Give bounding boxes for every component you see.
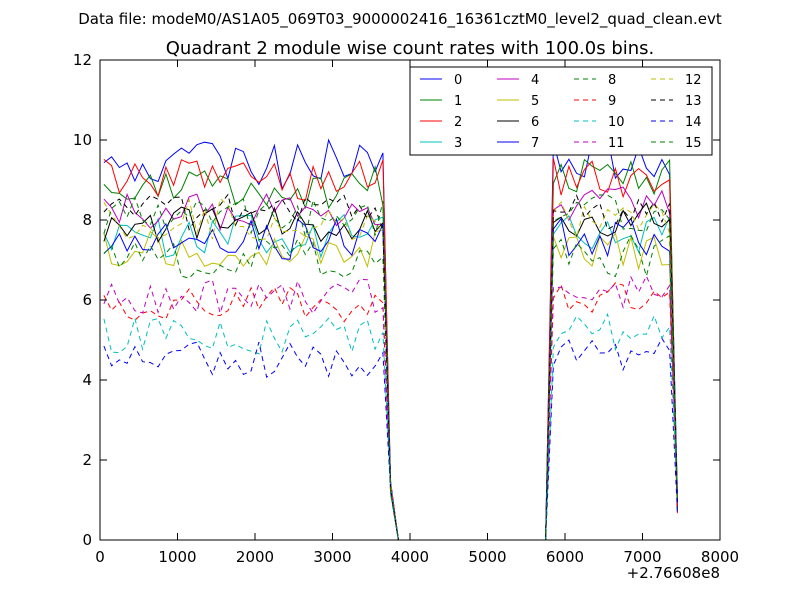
- plot-frame: [99, 59, 721, 541]
- legend-label-15: 15: [685, 136, 702, 151]
- y-tick-label: 0: [82, 531, 92, 549]
- chart-title: Quadrant 2 module wise count rates with …: [166, 38, 655, 59]
- x-tick-label: 8000: [701, 548, 739, 566]
- legend-label-12: 12: [685, 73, 702, 88]
- axes-ticks: 0 1000 2000 3000 4000 5000 6000 7000 80000246810…: [73, 51, 739, 566]
- x-offset-label: +2.76608e8: [627, 564, 720, 582]
- x-tick-label: 3000: [313, 548, 351, 566]
- series-line-10: [103, 312, 678, 541]
- series-line-3: [103, 213, 678, 541]
- y-tick-label: 12: [73, 51, 92, 69]
- y-tick-label: 10: [73, 131, 92, 149]
- legend-label-4: 4: [531, 73, 539, 88]
- legend-label-7: 7: [531, 136, 539, 151]
- x-tick-label: 1000: [158, 548, 196, 566]
- legend-label-11: 11: [608, 136, 625, 151]
- series-line-5: [103, 229, 678, 541]
- x-tick-label: 4000: [391, 548, 429, 566]
- legend-box: [409, 66, 713, 156]
- series-line-2: [103, 158, 678, 541]
- series-line-7: [103, 217, 678, 541]
- legend-label-0: 0: [454, 73, 462, 88]
- x-tick-label: 5000: [468, 548, 506, 566]
- series-line-4: [103, 186, 678, 541]
- legend-label-6: 6: [531, 115, 539, 130]
- figure-suptitle: Data file: modeM0/AS1A05_069T03_90000024…: [78, 10, 722, 29]
- y-tick-label: 8: [82, 211, 92, 229]
- x-tick-label: 0: [95, 548, 105, 566]
- x-tick-label: 2000: [236, 548, 274, 566]
- series-line-11: [103, 274, 678, 541]
- series-line-13: [103, 193, 678, 541]
- series-line-14: [103, 337, 678, 541]
- series-line-12: [103, 197, 678, 541]
- legend-label-3: 3: [454, 136, 462, 151]
- y-tick-label: 6: [82, 291, 92, 309]
- legend-label-1: 1: [454, 94, 462, 109]
- legend-label-2: 2: [454, 115, 462, 130]
- legend-label-8: 8: [608, 73, 616, 88]
- legend-label-10: 10: [608, 115, 625, 130]
- series-line-9: [103, 282, 678, 541]
- x-tick-label: 7000: [623, 548, 661, 566]
- x-tick-label: 6000: [546, 548, 584, 566]
- y-tick-label: 2: [82, 451, 92, 469]
- legend-label-14: 14: [685, 115, 702, 130]
- legend-label-9: 9: [608, 94, 616, 109]
- series-line-8: [103, 234, 678, 541]
- y-tick-label: 4: [82, 371, 92, 389]
- plot-lines: [103, 135, 678, 541]
- series-line-6: [103, 202, 678, 541]
- legend-label-5: 5: [531, 94, 539, 109]
- series-line-1: [103, 158, 678, 541]
- legend-label-13: 13: [685, 94, 702, 109]
